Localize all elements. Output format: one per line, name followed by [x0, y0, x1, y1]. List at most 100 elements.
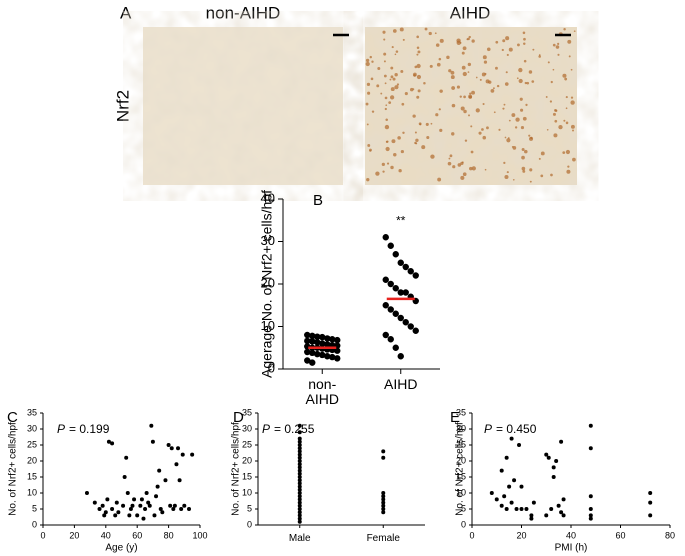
- stain-dot: [486, 126, 489, 130]
- y-axis-label: Agerage No. of Nrf2+ cells/hpf: [259, 190, 275, 378]
- point: [297, 503, 302, 508]
- stain-dot: [565, 96, 568, 99]
- stain-dot: [482, 55, 487, 60]
- stain-dot: [567, 39, 572, 44]
- point: [334, 336, 341, 344]
- point: [157, 468, 162, 473]
- x-tick-label: 80: [665, 530, 675, 540]
- stain-dot: [523, 37, 526, 41]
- stain-dot: [483, 60, 488, 64]
- stain-dot: [417, 89, 421, 93]
- stain-dot: [470, 125, 473, 128]
- stain-dot: [471, 166, 476, 171]
- point: [402, 319, 409, 326]
- point: [381, 500, 386, 505]
- point: [97, 507, 102, 511]
- point: [110, 507, 115, 511]
- stain-dot: [484, 72, 487, 75]
- panel-label: D: [233, 409, 244, 426]
- stain-dot: [456, 85, 460, 89]
- stain-dot: [552, 112, 556, 116]
- stain-dot: [412, 88, 415, 90]
- point: [648, 513, 653, 518]
- stain-dot: [525, 103, 528, 107]
- y-tick-label: 5: [461, 503, 466, 513]
- stain-dot: [511, 113, 516, 117]
- point: [297, 484, 302, 489]
- stain-dot: [416, 46, 420, 50]
- y-tick-label: 0: [268, 360, 275, 375]
- stain-dot: [550, 80, 553, 84]
- point: [546, 455, 551, 460]
- point: [309, 359, 316, 366]
- point: [392, 285, 399, 292]
- point: [397, 259, 404, 266]
- stain-dot: [428, 31, 432, 36]
- stain-dot: [400, 69, 404, 73]
- point: [334, 355, 341, 362]
- stain-dot: [503, 161, 506, 165]
- p-value: = 0.199: [69, 422, 110, 436]
- point: [512, 478, 517, 483]
- y-tick-label: 20: [242, 455, 252, 465]
- column-title: non-AIHD: [206, 3, 281, 22]
- point: [128, 507, 133, 511]
- stain-dot: [416, 35, 419, 39]
- point: [297, 459, 302, 463]
- point: [297, 491, 302, 495]
- point: [297, 500, 302, 505]
- point: [160, 510, 165, 515]
- stain-dot: [470, 150, 474, 154]
- stain-dot: [506, 171, 509, 174]
- stain-dot: [392, 29, 397, 33]
- stain-dot: [532, 48, 535, 51]
- point: [561, 513, 566, 518]
- point: [190, 452, 195, 457]
- point: [507, 484, 512, 489]
- point: [588, 507, 593, 511]
- stain-dot: [394, 73, 398, 77]
- stain-dot: [518, 67, 523, 73]
- stain-dot: [486, 47, 491, 52]
- stain-dot: [469, 92, 472, 95]
- point: [509, 500, 514, 505]
- y-tick-label: 15: [456, 471, 466, 481]
- point: [171, 507, 176, 511]
- stain-dot: [371, 110, 375, 113]
- point: [297, 510, 302, 515]
- point: [297, 475, 302, 479]
- point: [494, 497, 499, 502]
- stain-dot: [503, 103, 506, 106]
- point: [392, 310, 399, 317]
- point: [155, 484, 160, 489]
- point: [324, 353, 331, 360]
- point: [297, 471, 302, 476]
- stain-dot: [546, 128, 549, 131]
- stain-dot: [386, 162, 390, 165]
- x-tick-label: Female: [366, 533, 400, 544]
- point: [297, 430, 302, 435]
- point: [143, 507, 148, 511]
- stain-dot: [552, 43, 556, 47]
- stain-dot: [484, 168, 487, 171]
- point: [176, 446, 181, 451]
- point: [297, 513, 302, 518]
- stain-dot: [501, 48, 504, 52]
- stain-dot: [468, 114, 470, 117]
- stain-dot: [460, 106, 465, 111]
- stain-dot: [397, 136, 401, 140]
- stain-dot: [504, 82, 509, 86]
- stain-dot: [395, 50, 399, 53]
- stain-dot: [505, 36, 510, 41]
- point: [529, 516, 534, 521]
- x-tick-label: Male: [288, 533, 311, 544]
- point: [141, 516, 146, 521]
- point: [314, 339, 321, 346]
- point: [397, 289, 404, 296]
- y-tick-label: 15: [27, 471, 37, 481]
- stain-dot: [390, 87, 395, 92]
- stain-dot: [382, 30, 386, 34]
- stain-dot: [496, 84, 500, 88]
- point: [324, 341, 331, 348]
